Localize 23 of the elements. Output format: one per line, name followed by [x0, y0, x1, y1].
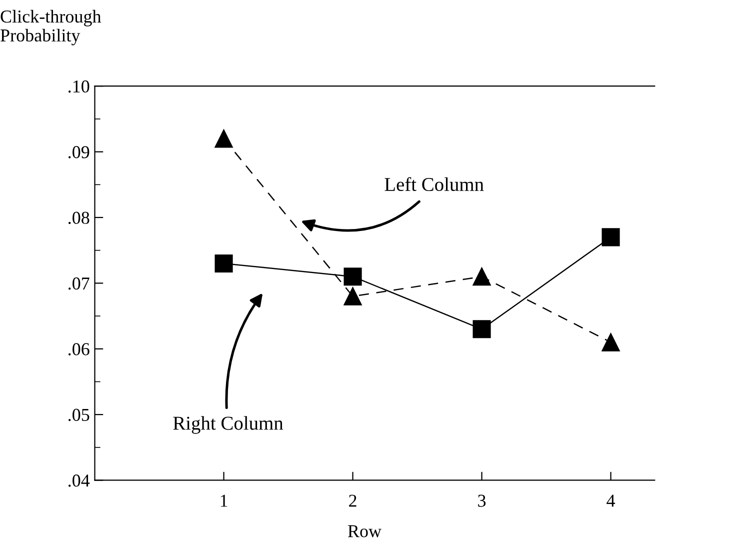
- x-tick-label: 3: [478, 494, 486, 507]
- point: [602, 333, 620, 352]
- annotation: Left Column: [384, 177, 484, 192]
- y-tick-label: .10: [68, 80, 90, 93]
- y-tick-label: .06: [68, 343, 90, 356]
- y-tick-label: .05: [68, 408, 90, 422]
- point: [214, 254, 233, 272]
- x-tick-label: 4: [606, 494, 616, 507]
- point: [344, 287, 362, 306]
- y-tick-label: .09: [68, 146, 90, 158]
- y-axis-title: Click-through Probability: [0, 10, 102, 46]
- point: [472, 268, 491, 286]
- y-tick-label: .04: [68, 474, 90, 487]
- point: [214, 130, 233, 148]
- x-axis-title: Row: [348, 525, 382, 538]
- annotation: Right Column: [173, 416, 284, 434]
- x-tick-label: 2: [349, 494, 356, 507]
- y-tick-label: .08: [68, 212, 90, 224]
- x-tick-label: 1: [220, 494, 228, 507]
- point: [472, 320, 491, 338]
- y-tick-label: .07: [68, 277, 90, 290]
- point: [344, 268, 362, 286]
- point: [602, 228, 620, 246]
